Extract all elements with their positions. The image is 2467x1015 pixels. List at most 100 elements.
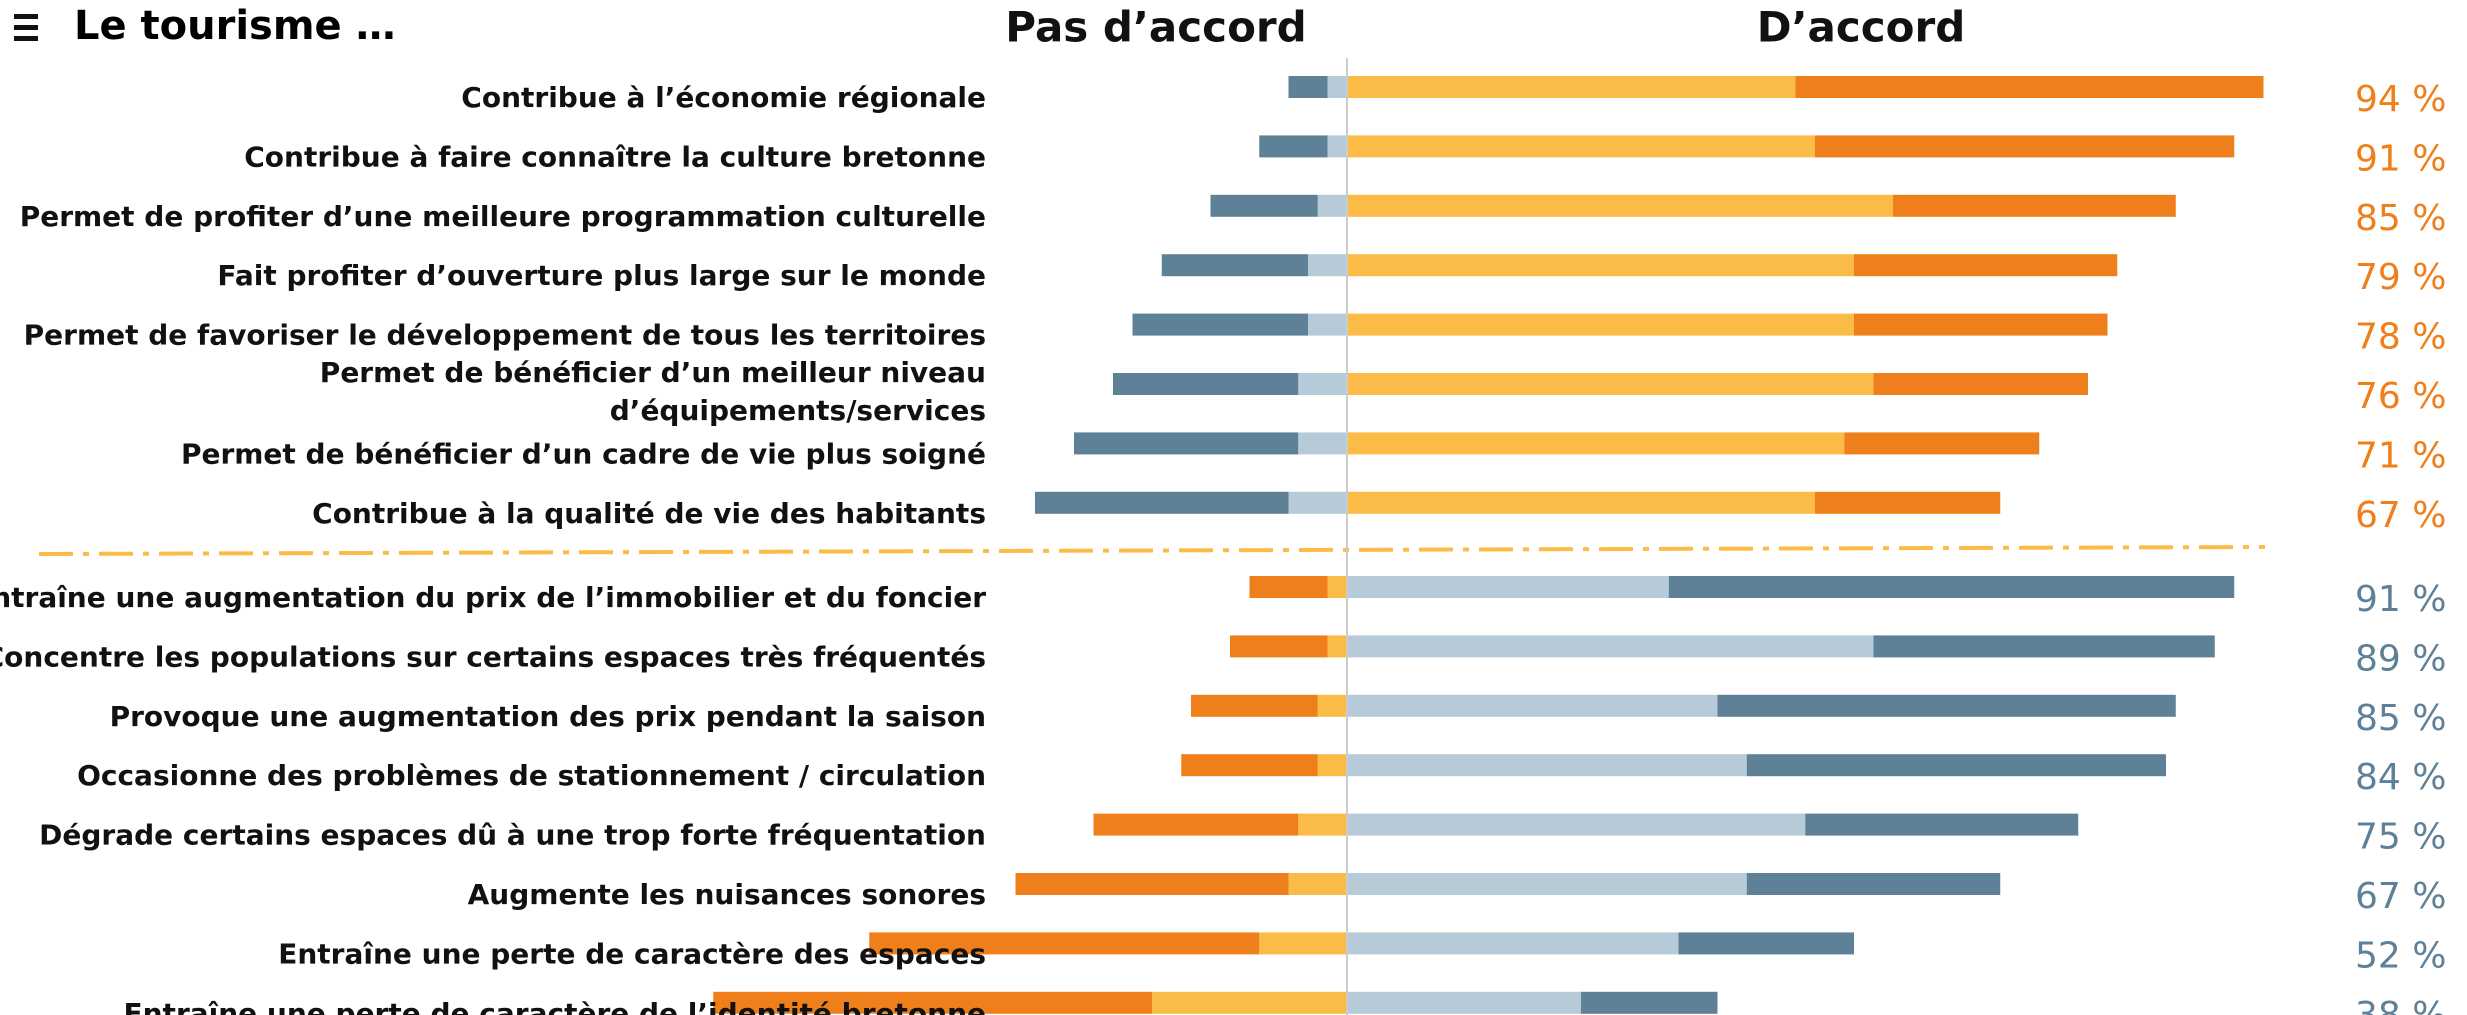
category-label: Permet de bénéficier d’un meilleur nivea… bbox=[320, 356, 986, 389]
bar-segment bbox=[1678, 932, 1854, 955]
bar-segment bbox=[1795, 76, 2264, 98]
total-label: 75 % bbox=[2355, 817, 2446, 858]
bar-segment bbox=[1074, 432, 1299, 455]
bar-segment bbox=[1347, 135, 1815, 158]
total-label: 85 % bbox=[2355, 198, 2446, 239]
bar-segment bbox=[1347, 754, 1747, 777]
category-label: Concentre les populations sur certains e… bbox=[0, 640, 986, 673]
bar-segment bbox=[1746, 873, 2001, 895]
negative-heading: Pas d’accord bbox=[1005, 3, 1306, 52]
bar-segment bbox=[1259, 932, 1347, 955]
bar-segment bbox=[1815, 491, 2001, 514]
total-label: 91 % bbox=[2355, 579, 2446, 620]
bar-segment bbox=[1317, 694, 1347, 717]
chart-title: Le tourisme … bbox=[74, 3, 396, 49]
bar-segment bbox=[1347, 873, 1747, 895]
category-label: Contribue à faire connaître la culture b… bbox=[244, 140, 986, 173]
bar-segment bbox=[1347, 491, 1815, 514]
bar-segment bbox=[1668, 576, 2235, 598]
category-label: Permet de bénéficier d’un cadre de vie p… bbox=[181, 437, 986, 470]
bar-segment bbox=[1035, 491, 1289, 514]
bar-segment bbox=[1132, 313, 1308, 336]
bar-segment bbox=[1191, 694, 1318, 717]
total-label: 94 % bbox=[2355, 79, 2446, 120]
bar-segment bbox=[1805, 813, 2079, 836]
total-label: 71 % bbox=[2355, 435, 2446, 476]
bar-segment bbox=[1230, 635, 1328, 658]
bar-segment bbox=[869, 932, 1260, 955]
bar-segment bbox=[1347, 991, 1581, 1014]
bar-segment bbox=[1259, 135, 1328, 158]
category-label: Entraîne une augmentation du prix de l’i… bbox=[0, 581, 986, 614]
menu-icon bbox=[14, 14, 38, 41]
total-label: 91 % bbox=[2355, 138, 2446, 179]
bar-segment bbox=[1317, 194, 1347, 217]
total-label: 84 % bbox=[2355, 757, 2446, 798]
total-label: 67 % bbox=[2355, 495, 2446, 536]
bar-segment bbox=[1317, 754, 1347, 777]
category-label: Dégrade certains espaces dû à une trop f… bbox=[39, 819, 986, 852]
category-label: d’équipements/services bbox=[610, 394, 986, 427]
bar-segment bbox=[1873, 373, 2088, 395]
bar-segment bbox=[1327, 135, 1347, 158]
bar-segment bbox=[1288, 873, 1347, 895]
bar-segment bbox=[1298, 432, 1347, 455]
bar-segment bbox=[1249, 576, 1328, 598]
bar-segment bbox=[1015, 873, 1289, 895]
total-label: 78 % bbox=[2355, 317, 2446, 358]
bar-segment bbox=[1873, 635, 2215, 658]
bar-segment bbox=[1210, 194, 1318, 217]
bar-segment bbox=[1161, 254, 1308, 277]
bar-segment bbox=[1288, 491, 1347, 514]
group-separator bbox=[38, 545, 2266, 556]
bar-segment bbox=[1113, 373, 1299, 395]
total-label: 76 % bbox=[2355, 376, 2446, 417]
bar-segment bbox=[713, 991, 1152, 1014]
total-label: 52 % bbox=[2355, 935, 2446, 976]
bar-segment bbox=[1347, 932, 1679, 955]
bar-segment bbox=[1298, 373, 1347, 395]
bar-segment bbox=[1152, 991, 1347, 1014]
bar-segment bbox=[1093, 813, 1299, 836]
bar-segment bbox=[1298, 813, 1347, 836]
bar-segment bbox=[1746, 754, 2166, 777]
bar-segment bbox=[1327, 635, 1347, 658]
bar-segment bbox=[1347, 813, 1806, 836]
total-label: 38 % bbox=[2355, 995, 2446, 1015]
bar-segment bbox=[1347, 194, 1893, 217]
bar-segment bbox=[1347, 576, 1669, 598]
category-label: Permet de favoriser le développement de … bbox=[24, 319, 986, 352]
bar-segment bbox=[1347, 313, 1854, 336]
bar-segment bbox=[1308, 254, 1347, 277]
category-label: Fait profiter d’ouverture plus large sur… bbox=[217, 259, 986, 292]
category-label: Augmente les nuisances sonores bbox=[468, 878, 986, 911]
bar-segment bbox=[1815, 135, 2235, 158]
category-label: Provoque une augmentation des prix penda… bbox=[110, 700, 986, 733]
bar-segment bbox=[1347, 254, 1854, 277]
category-label: Permet de profiter d’une meilleure progr… bbox=[20, 200, 986, 233]
bar-segment bbox=[1347, 635, 1874, 658]
category-label: Contribue à l’économie régionale bbox=[461, 81, 986, 114]
bar-segment bbox=[1347, 76, 1796, 98]
bar-segment bbox=[1327, 576, 1347, 598]
total-label: 85 % bbox=[2355, 698, 2446, 739]
total-label: 67 % bbox=[2355, 876, 2446, 917]
bar-segment bbox=[1347, 432, 1845, 455]
bar-segment bbox=[1893, 194, 2176, 217]
bar-segment bbox=[1327, 76, 1347, 98]
total-label: 79 % bbox=[2355, 257, 2446, 298]
bar-segment bbox=[1844, 432, 2040, 455]
category-label: Occasionne des problèmes de stationnemen… bbox=[77, 759, 986, 792]
bar-segment bbox=[1717, 694, 2176, 717]
bar-segment bbox=[1854, 313, 2108, 336]
category-label: Contribue à la qualité de vie des habita… bbox=[312, 497, 986, 530]
total-label: 89 % bbox=[2355, 638, 2446, 679]
bar-segment bbox=[1347, 373, 1874, 395]
category-label: Entraîne une perte de caractère de l’ide… bbox=[124, 997, 987, 1015]
bar-segment bbox=[1288, 76, 1328, 98]
bar-segment bbox=[1181, 754, 1318, 777]
bar-segment bbox=[1581, 991, 1718, 1014]
positive-heading: D’accord bbox=[1757, 3, 1966, 52]
category-label: Entraîne une perte de caractère des espa… bbox=[278, 937, 986, 970]
